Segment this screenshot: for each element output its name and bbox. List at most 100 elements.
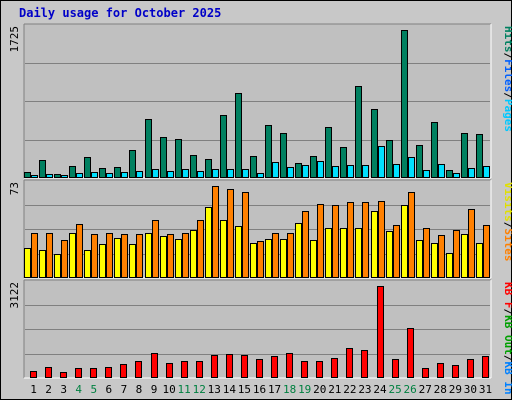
bar-sites bbox=[378, 201, 385, 278]
bar-hits bbox=[371, 109, 378, 178]
bar-sites bbox=[317, 204, 324, 278]
bar-visits bbox=[145, 233, 152, 278]
legend-entry: / bbox=[502, 309, 512, 316]
bar-visits bbox=[160, 236, 167, 278]
day-label: 25 bbox=[388, 383, 401, 396]
bar-visits bbox=[54, 254, 61, 278]
day-label: 21 bbox=[328, 383, 341, 396]
bar-kb-f bbox=[316, 361, 323, 378]
bar-visits bbox=[69, 233, 76, 278]
bar-files bbox=[468, 168, 475, 178]
bar-sites bbox=[347, 202, 354, 278]
bar-visits bbox=[386, 231, 393, 278]
legend-entry: / bbox=[502, 222, 512, 229]
bar-hits bbox=[325, 127, 332, 178]
bar-hits bbox=[280, 133, 287, 178]
bar-kb-f bbox=[166, 363, 173, 378]
bar-sites bbox=[31, 233, 38, 278]
legend-entry: KB Out bbox=[502, 315, 512, 355]
bar-hits bbox=[220, 115, 227, 178]
bar-kb-f bbox=[437, 363, 444, 378]
bar-hits bbox=[24, 172, 31, 178]
bar-sites bbox=[287, 233, 294, 278]
bar-visits bbox=[461, 234, 468, 278]
bar-sites bbox=[182, 233, 189, 278]
bar-sites bbox=[136, 234, 143, 278]
legend-entry: KB F bbox=[502, 282, 512, 309]
day-label: 31 bbox=[479, 383, 492, 396]
bar-visits bbox=[310, 240, 317, 278]
day-label: 5 bbox=[90, 383, 97, 396]
bar-sites bbox=[106, 233, 113, 278]
bar-files bbox=[302, 165, 309, 178]
day-label: 6 bbox=[106, 383, 113, 396]
bar-hits bbox=[235, 93, 242, 178]
day-label: 29 bbox=[449, 383, 462, 396]
chart-title: Daily usage for October 2025 bbox=[19, 6, 222, 20]
bar-files bbox=[408, 157, 415, 178]
bar-files bbox=[182, 169, 189, 178]
bar-visits bbox=[295, 223, 302, 278]
day-label: 11 bbox=[178, 383, 191, 396]
bar-kb-f bbox=[407, 328, 414, 378]
bar-visits bbox=[265, 239, 272, 278]
bar-files bbox=[393, 164, 400, 178]
bar-hits bbox=[476, 134, 483, 178]
bar-files bbox=[257, 173, 264, 178]
bar-kb-f bbox=[30, 371, 37, 378]
day-label: 9 bbox=[151, 383, 158, 396]
legend-entry: / bbox=[502, 355, 512, 362]
day-label: 15 bbox=[238, 383, 251, 396]
bar-hits bbox=[386, 140, 393, 178]
bar-visits bbox=[190, 230, 197, 278]
bar-files bbox=[362, 165, 369, 178]
bar-kb-f bbox=[422, 368, 429, 378]
bar-visits bbox=[99, 244, 106, 278]
bar-files bbox=[332, 166, 339, 178]
bar-sites bbox=[362, 202, 369, 278]
bar-hits bbox=[340, 147, 347, 178]
bar-visits bbox=[39, 250, 46, 278]
bar-kb-f bbox=[196, 361, 203, 378]
bar-sites bbox=[257, 241, 264, 278]
bar-files bbox=[61, 175, 68, 178]
bar-hits bbox=[431, 122, 438, 178]
bar-sites bbox=[242, 192, 249, 278]
bar-files bbox=[227, 169, 234, 178]
day-label: 12 bbox=[193, 383, 206, 396]
bar-visits bbox=[280, 239, 287, 278]
bar-hits bbox=[39, 160, 46, 178]
bar-kb-f bbox=[241, 355, 248, 378]
bar-hits bbox=[355, 86, 362, 178]
bar-kb-f bbox=[482, 356, 489, 378]
bar-files bbox=[317, 161, 324, 178]
bar-kb-f bbox=[151, 353, 158, 378]
y-max-label: 1725 bbox=[8, 26, 21, 53]
bar-sites bbox=[167, 234, 174, 278]
bar-sites bbox=[423, 228, 430, 278]
day-label: 1 bbox=[30, 383, 37, 396]
bar-kb-f bbox=[45, 367, 52, 378]
bar-files bbox=[136, 171, 143, 178]
bar-sites bbox=[453, 230, 460, 278]
bar-visits bbox=[84, 250, 91, 278]
bar-sites bbox=[121, 234, 128, 278]
bar-sites bbox=[438, 235, 445, 278]
bar-kb-f bbox=[286, 353, 293, 378]
bar-hits bbox=[54, 174, 61, 178]
legend-entry: Sites bbox=[502, 228, 512, 261]
legend-entry: KB In bbox=[502, 362, 512, 395]
bar-visits bbox=[175, 239, 182, 278]
bar-visits bbox=[325, 228, 332, 278]
day-label: 30 bbox=[464, 383, 477, 396]
bar-files bbox=[272, 162, 279, 178]
legend-entry: Files bbox=[502, 59, 512, 92]
legend: KB F/KB Out/KB In bbox=[502, 282, 512, 395]
day-label: 3 bbox=[60, 383, 67, 396]
day-label: 13 bbox=[208, 383, 221, 396]
bar-kb-f bbox=[105, 367, 112, 378]
bar-visits bbox=[355, 228, 362, 278]
day-label: 2 bbox=[45, 383, 52, 396]
bar-visits bbox=[250, 243, 257, 278]
